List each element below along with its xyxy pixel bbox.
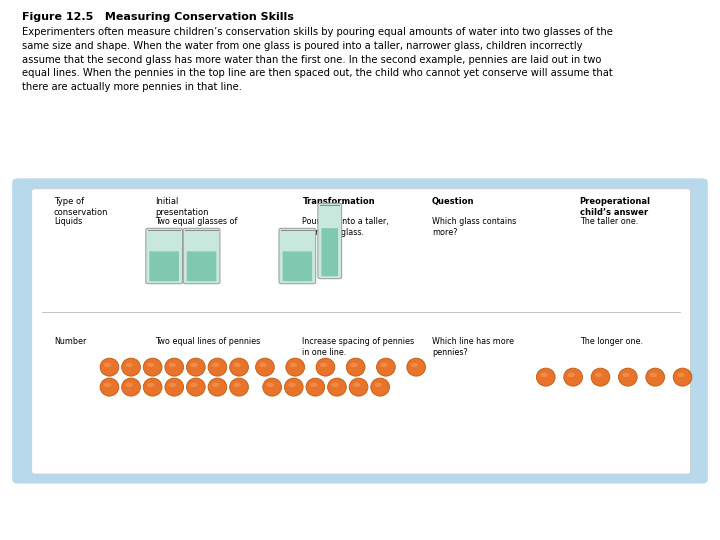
- Ellipse shape: [122, 378, 140, 396]
- FancyBboxPatch shape: [282, 252, 312, 281]
- Ellipse shape: [410, 363, 418, 367]
- Text: The longer one.: The longer one.: [580, 337, 643, 346]
- Ellipse shape: [208, 358, 227, 376]
- Ellipse shape: [374, 383, 382, 387]
- Ellipse shape: [233, 383, 241, 387]
- Ellipse shape: [316, 358, 335, 376]
- Ellipse shape: [186, 378, 205, 396]
- Ellipse shape: [407, 358, 426, 376]
- Ellipse shape: [125, 383, 133, 387]
- Ellipse shape: [346, 358, 365, 376]
- Ellipse shape: [677, 373, 685, 377]
- Ellipse shape: [266, 383, 274, 387]
- Ellipse shape: [208, 378, 227, 396]
- Ellipse shape: [143, 378, 162, 396]
- Ellipse shape: [331, 383, 339, 387]
- Ellipse shape: [100, 358, 119, 376]
- Ellipse shape: [595, 373, 603, 377]
- FancyBboxPatch shape: [12, 178, 708, 483]
- FancyBboxPatch shape: [32, 189, 690, 474]
- Text: PEARSON: PEARSON: [620, 513, 709, 531]
- Ellipse shape: [622, 373, 630, 377]
- FancyBboxPatch shape: [322, 228, 338, 276]
- Ellipse shape: [212, 383, 220, 387]
- Ellipse shape: [284, 378, 303, 396]
- Ellipse shape: [536, 368, 555, 386]
- Ellipse shape: [288, 383, 296, 387]
- Text: Number: Number: [54, 337, 86, 346]
- Text: The taller one.: The taller one.: [580, 217, 638, 226]
- FancyBboxPatch shape: [150, 252, 179, 281]
- Text: Preoperational
child’s answer: Preoperational child’s answer: [580, 197, 651, 217]
- Ellipse shape: [165, 378, 184, 396]
- Ellipse shape: [380, 363, 388, 367]
- FancyBboxPatch shape: [187, 252, 216, 281]
- Ellipse shape: [100, 378, 119, 396]
- Text: Type of
conservation: Type of conservation: [54, 197, 109, 217]
- Text: Which line has more
pennies?: Which line has more pennies?: [432, 337, 514, 356]
- FancyBboxPatch shape: [318, 203, 342, 279]
- Ellipse shape: [591, 368, 610, 386]
- Ellipse shape: [190, 383, 198, 387]
- Ellipse shape: [328, 378, 346, 396]
- Text: Liquids: Liquids: [54, 217, 82, 226]
- Ellipse shape: [353, 383, 361, 387]
- Ellipse shape: [673, 368, 692, 386]
- Ellipse shape: [212, 363, 220, 367]
- Ellipse shape: [143, 358, 162, 376]
- Text: Increase spacing of pennies
in one line.: Increase spacing of pennies in one line.: [302, 337, 415, 356]
- Ellipse shape: [104, 363, 112, 367]
- Text: Transformation: Transformation: [302, 197, 375, 206]
- Text: Pour one into a taller,
narrower glass.: Pour one into a taller, narrower glass.: [302, 217, 389, 237]
- Text: Which glass contains
more?: Which glass contains more?: [432, 217, 516, 237]
- Ellipse shape: [233, 363, 241, 367]
- Ellipse shape: [168, 363, 176, 367]
- Ellipse shape: [349, 378, 368, 396]
- Ellipse shape: [165, 358, 184, 376]
- Ellipse shape: [263, 378, 282, 396]
- Ellipse shape: [168, 383, 176, 387]
- Text: Two equal glasses of
liquid: Two equal glasses of liquid: [155, 217, 237, 237]
- Ellipse shape: [377, 358, 395, 376]
- Ellipse shape: [190, 363, 198, 367]
- Ellipse shape: [230, 378, 248, 396]
- Ellipse shape: [567, 373, 575, 377]
- Ellipse shape: [259, 363, 267, 367]
- Text: Initial
presentation: Initial presentation: [155, 197, 208, 217]
- Ellipse shape: [186, 358, 205, 376]
- Ellipse shape: [618, 368, 637, 386]
- Ellipse shape: [125, 363, 133, 367]
- Ellipse shape: [564, 368, 582, 386]
- Ellipse shape: [289, 363, 297, 367]
- Ellipse shape: [286, 358, 305, 376]
- Text: Question: Question: [432, 197, 474, 206]
- Ellipse shape: [104, 383, 112, 387]
- Ellipse shape: [147, 383, 155, 387]
- Text: ALWAYS LEARNING: ALWAYS LEARNING: [11, 517, 82, 526]
- Ellipse shape: [646, 368, 665, 386]
- Ellipse shape: [371, 378, 390, 396]
- Ellipse shape: [310, 383, 318, 387]
- Text: Figure 12.5   Measuring Conservation Skills: Figure 12.5 Measuring Conservation Skill…: [22, 12, 294, 23]
- FancyBboxPatch shape: [145, 228, 183, 284]
- Ellipse shape: [649, 373, 657, 377]
- Ellipse shape: [320, 363, 328, 367]
- Ellipse shape: [230, 358, 248, 376]
- Ellipse shape: [350, 363, 358, 367]
- FancyBboxPatch shape: [279, 228, 315, 284]
- Ellipse shape: [147, 363, 155, 367]
- Ellipse shape: [306, 378, 325, 396]
- Ellipse shape: [122, 358, 140, 376]
- Ellipse shape: [540, 373, 548, 377]
- Text: Experimenters often measure children’s conservation skills by pouring equal amou: Experimenters often measure children’s c…: [22, 28, 613, 92]
- Text: Two equal lines of pennies: Two equal lines of pennies: [155, 337, 260, 346]
- FancyBboxPatch shape: [183, 228, 220, 284]
- Ellipse shape: [256, 358, 274, 376]
